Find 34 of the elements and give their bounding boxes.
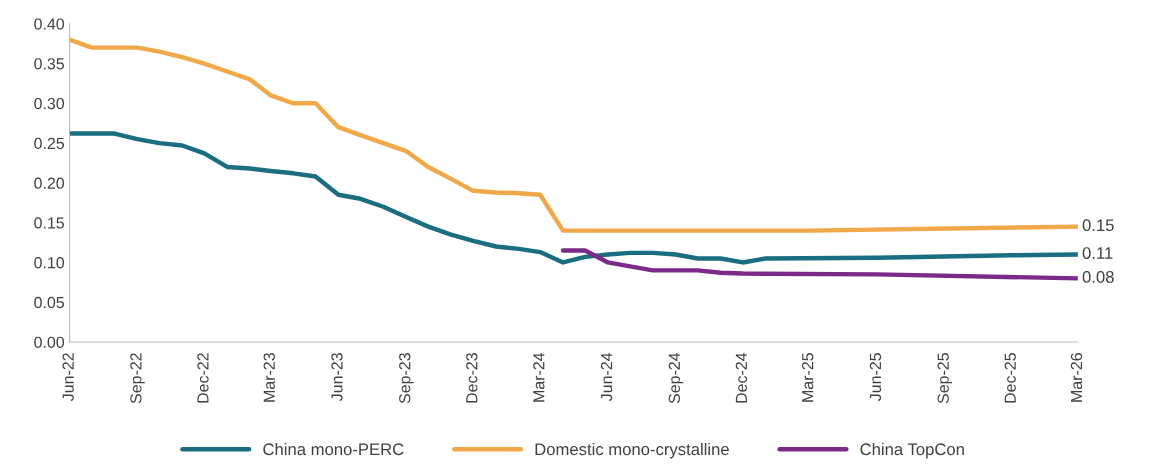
x-tick-label: Mar-23 — [263, 353, 275, 402]
y-tick-label: 0.00 — [34, 336, 65, 348]
y-tick-label: 0.30 — [34, 97, 65, 110]
legend-label: China mono-PERC — [263, 442, 404, 456]
x-tick-label: Dec-22 — [197, 353, 209, 403]
x-tick-label: Mar-25 — [802, 353, 814, 402]
x-tick-label: Mar-24 — [533, 352, 545, 402]
line-series — [560, 248, 1078, 281]
y-tick-label: 0.15 — [34, 217, 65, 229]
line-series — [69, 37, 1078, 233]
legend-label: Domestic mono-crystalline — [535, 442, 729, 459]
data-label: 0.11 — [1082, 247, 1113, 259]
x-tick-label: Jun-25 — [869, 353, 882, 401]
legend-label: China TopCon — [860, 442, 964, 459]
x-tick-label: Sep-23 — [399, 353, 414, 404]
data-label: 0.15 — [1082, 219, 1114, 232]
y-tick-label: 0.20 — [34, 177, 65, 189]
y-tick-label: 0.25 — [34, 137, 65, 150]
x-tick-label: Jun-22 — [62, 353, 74, 401]
y-tick-label: 0.35 — [34, 58, 65, 70]
x-tick-label: Jun-23 — [331, 353, 343, 401]
x-tick-label: Dec-24 — [735, 352, 748, 403]
data-label: 0.08 — [1082, 271, 1114, 283]
y-tick-label: 0.40 — [34, 18, 65, 30]
y-tick-label: 0.05 — [34, 296, 65, 309]
x-tick-label: Sep-24 — [668, 352, 684, 404]
x-tick-label: Mar-26 — [1070, 353, 1083, 402]
x-tick-label: Jun-24 — [600, 352, 613, 401]
x-tick-label: Sep-25 — [937, 353, 952, 404]
x-tick-label: Sep-22 — [130, 353, 145, 404]
y-tick-label: 0.10 — [34, 257, 65, 269]
x-tick-label: Dec-23 — [466, 353, 478, 403]
line-series — [69, 131, 1078, 265]
x-tick-label: Dec-25 — [1004, 353, 1016, 403]
